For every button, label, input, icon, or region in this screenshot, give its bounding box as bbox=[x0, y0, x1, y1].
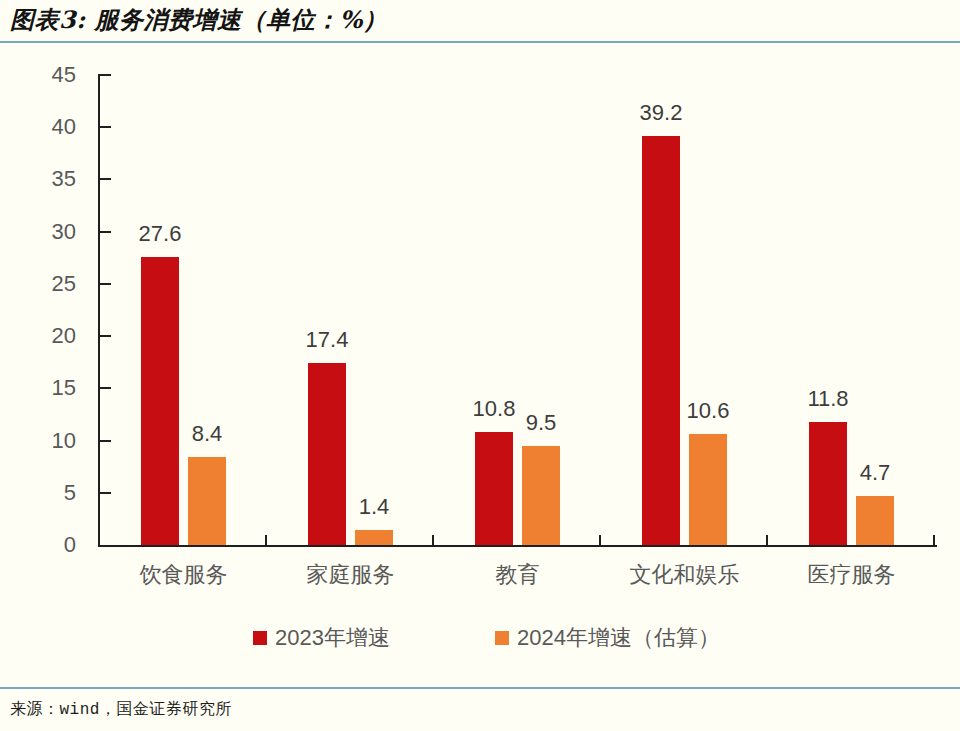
y-axis-tick-label: 10 bbox=[28, 429, 76, 453]
y-axis-tick bbox=[100, 283, 111, 285]
legend-swatch-icon bbox=[253, 631, 267, 645]
bar-s1-c0 bbox=[188, 457, 226, 545]
x-axis-line bbox=[98, 545, 937, 547]
bar-value-label: 9.5 bbox=[526, 411, 557, 435]
x-axis-tick bbox=[265, 535, 267, 545]
category-label: 教育 bbox=[496, 560, 540, 590]
x-axis-tick bbox=[432, 535, 434, 545]
y-axis-tick-label: 5 bbox=[28, 481, 76, 505]
bar-value-label: 39.2 bbox=[640, 101, 683, 125]
legend-item-1: 2024年增速（估算） bbox=[495, 626, 720, 650]
y-axis-tick-label: 35 bbox=[28, 167, 76, 191]
y-axis-tick bbox=[100, 387, 111, 389]
y-axis-tick bbox=[100, 335, 111, 337]
category-label: 饮食服务 bbox=[140, 560, 228, 590]
bar-s1-c1 bbox=[355, 530, 393, 545]
bar-s0-c1 bbox=[308, 363, 346, 545]
bar-s0-c0 bbox=[141, 257, 179, 545]
y-axis-line bbox=[98, 74, 100, 547]
y-axis-tick bbox=[100, 74, 111, 76]
bar-value-label: 11.8 bbox=[807, 387, 848, 411]
chart-title: 图表3: 服务消费增速（单位：%） bbox=[10, 4, 387, 36]
bar-s0-c3 bbox=[642, 136, 680, 545]
bar-value-label: 4.7 bbox=[860, 461, 891, 485]
y-axis-tick-label: 20 bbox=[28, 324, 76, 348]
y-axis-tick bbox=[100, 440, 111, 442]
bar-s1-c3 bbox=[689, 434, 727, 545]
title-divider bbox=[0, 41, 960, 43]
bar-s0-c2 bbox=[475, 432, 513, 545]
y-axis-tick-label: 15 bbox=[28, 376, 76, 400]
bar-value-label: 27.6 bbox=[139, 222, 182, 246]
figure-page: 图表3: 服务消费增速（单位：%） 0 5 10 15 20 25 30 35 40 45 27.6… bbox=[0, 0, 960, 731]
x-axis-tick bbox=[766, 535, 768, 545]
bar-value-label: 17.4 bbox=[306, 328, 349, 352]
category-label: 医疗服务 bbox=[808, 560, 896, 590]
y-axis-tick-label: 40 bbox=[28, 115, 76, 139]
footer-divider bbox=[0, 687, 960, 689]
bar-value-label: 1.4 bbox=[359, 495, 390, 519]
category-label: 家庭服务 bbox=[307, 560, 395, 590]
y-axis-tick bbox=[100, 178, 111, 180]
bar-value-label: 8.4 bbox=[192, 422, 223, 446]
y-axis-tick-label: 25 bbox=[28, 272, 76, 296]
category-label: 文化和娱乐 bbox=[630, 560, 740, 590]
bar-s1-c2 bbox=[522, 446, 560, 545]
bar-s0-c4 bbox=[809, 422, 847, 545]
y-axis-tick-label: 0 bbox=[28, 533, 76, 557]
y-axis-tick bbox=[100, 231, 111, 233]
source-note: 来源：wind，国金证券研究所 bbox=[10, 699, 232, 720]
legend-label: 2023年增速 bbox=[275, 623, 390, 653]
bar-value-label: 10.6 bbox=[687, 399, 730, 423]
y-axis-tick-label: 30 bbox=[28, 220, 76, 244]
bar-s1-c4 bbox=[856, 496, 894, 545]
y-axis-tick bbox=[100, 126, 111, 128]
x-axis-tick bbox=[933, 535, 935, 545]
legend-swatch-icon bbox=[495, 631, 509, 645]
y-axis-tick-label: 45 bbox=[28, 63, 76, 87]
y-axis-tick bbox=[100, 492, 111, 494]
x-axis-tick bbox=[599, 535, 601, 545]
bar-value-label: 10.8 bbox=[473, 397, 516, 421]
legend-item-0: 2023年增速 bbox=[253, 626, 390, 650]
legend-label: 2024年增速（估算） bbox=[517, 623, 720, 653]
